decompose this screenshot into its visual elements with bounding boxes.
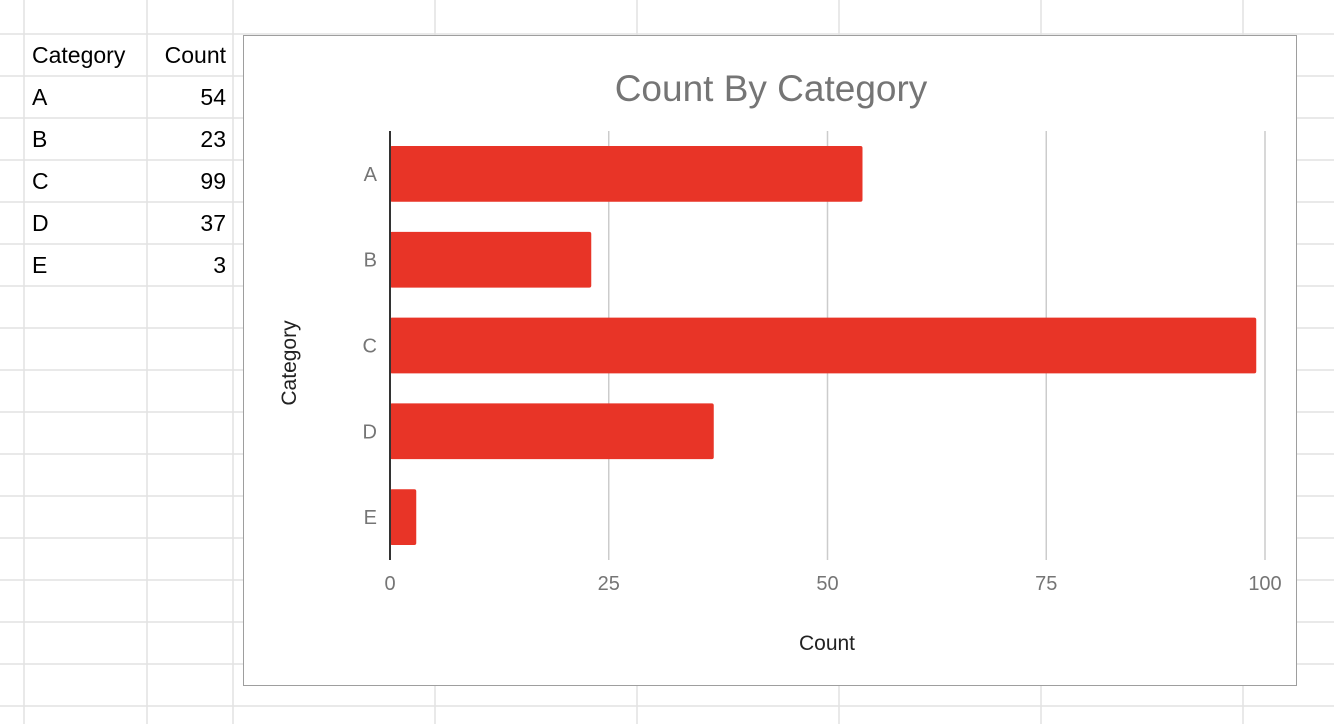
chart-title: Count By Category xyxy=(615,68,928,109)
bar-b[interactable] xyxy=(390,231,592,288)
header-category-cell[interactable]: Category xyxy=(32,42,126,68)
x-tick-label: 25 xyxy=(598,573,620,595)
count-cell-a[interactable]: 54 xyxy=(200,84,226,110)
category-cell-a[interactable]: A xyxy=(32,84,48,110)
count-cell-c[interactable]: 99 xyxy=(200,168,226,194)
category-cell-c[interactable]: C xyxy=(32,168,49,194)
y-tick-label: C xyxy=(363,336,377,358)
y-axis-title: Category xyxy=(278,320,301,406)
count-cell-d[interactable]: 37 xyxy=(200,210,226,236)
embedded-chart[interactable]: Count By Category Category Count 0 25 50 75… xyxy=(243,35,1297,686)
y-tick-label: A xyxy=(364,164,378,186)
category-cell-b[interactable]: B xyxy=(32,126,48,152)
bar-d[interactable] xyxy=(390,403,714,460)
bar-c[interactable] xyxy=(390,317,1257,374)
x-tick-label: 50 xyxy=(816,573,838,595)
x-tick-label: 75 xyxy=(1035,573,1057,595)
bar-a[interactable] xyxy=(390,146,863,202)
count-cell-b[interactable]: 23 xyxy=(200,126,226,152)
x-tick-label: 100 xyxy=(1248,573,1281,595)
category-cell-e[interactable]: E xyxy=(32,252,48,278)
count-cell-e[interactable]: 3 xyxy=(213,252,226,278)
y-tick-label: E xyxy=(364,507,377,529)
y-tick-label: D xyxy=(363,421,377,443)
x-tick-label: 0 xyxy=(384,573,395,595)
category-cell-d[interactable]: D xyxy=(32,210,49,236)
y-tick-label: B xyxy=(364,250,377,272)
header-count-cell[interactable]: Count xyxy=(164,42,226,68)
bar-e[interactable] xyxy=(390,489,417,545)
x-axis-title: Count xyxy=(799,632,855,655)
bar-chart: Count By Category Category Count 0 25 50 75… xyxy=(278,68,1282,655)
